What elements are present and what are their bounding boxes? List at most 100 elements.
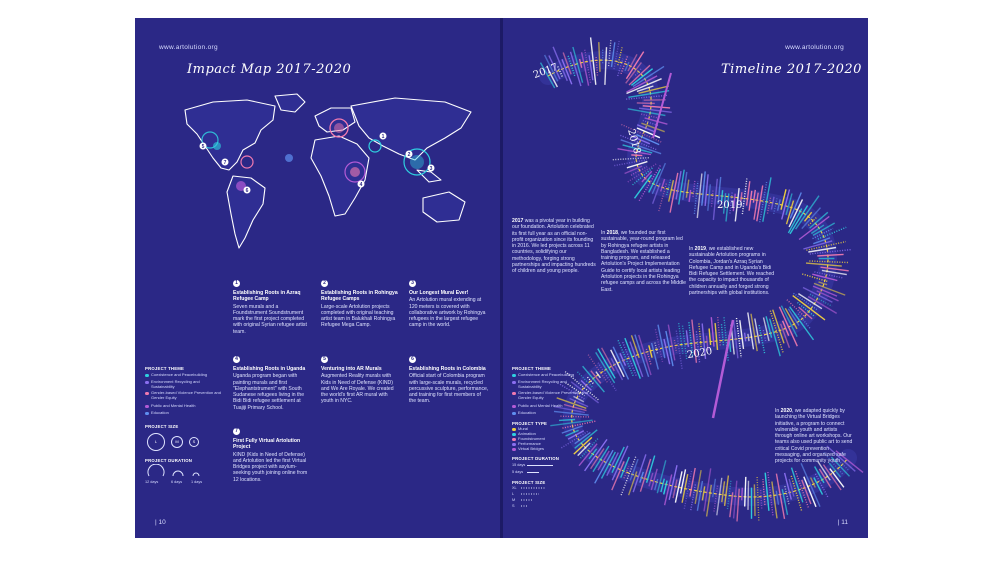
entry-title: Venturing into AR Murals: [321, 366, 382, 372]
timeline-bar: [629, 458, 639, 481]
south-america-landmass: [226, 175, 266, 249]
timeline-bar: [626, 94, 669, 100]
duration-label: 15 days: [512, 463, 526, 467]
timeline-bar: [641, 170, 653, 183]
svg-text:6: 6: [246, 188, 249, 194]
timeline-bar: [795, 195, 820, 230]
timeline-bar: [561, 425, 583, 434]
timeline-bar: [558, 418, 576, 422]
timeline-bar: [803, 476, 817, 508]
timeline-bar: [586, 376, 595, 385]
legend-theme-item: Public and Mental Health: [512, 403, 588, 409]
timeline-bar: [835, 450, 864, 473]
timeline-bar: [781, 189, 791, 220]
timeline-bar: [779, 323, 791, 349]
timeline-bar: [681, 325, 688, 361]
timeline-bar: [809, 477, 816, 488]
timeline-bar: [812, 273, 838, 282]
timeline-bar: [654, 342, 659, 354]
timeline-bar: [781, 320, 790, 336]
timeline-bar: [785, 200, 795, 225]
entry-3: 3 Our Longest Mural Ever! An Artolution …: [409, 280, 489, 329]
timeline-bar: [802, 286, 833, 303]
svg-text:5: 5: [202, 144, 205, 150]
africa-landmass: [310, 135, 370, 217]
timeline-bar: [805, 262, 842, 267]
timeline-bar: [578, 58, 583, 68]
entry-6: 6 Establishing Roots in Colombia Officia…: [409, 356, 489, 405]
timeline-bar: [740, 192, 743, 202]
project-circle: [350, 167, 360, 177]
timeline-bar: [703, 468, 712, 512]
timeline-bar: [769, 318, 781, 357]
timeline-bar: [807, 216, 818, 226]
timeline-bar: [611, 446, 625, 473]
theme-swatch: [145, 404, 149, 408]
timeline-bar: [629, 341, 644, 378]
timeline-bar: [802, 273, 829, 283]
timeline-bar: [663, 474, 673, 506]
project-circle: [213, 142, 221, 150]
timeline-bar: [574, 431, 591, 445]
timeline-bar: [595, 352, 616, 384]
entry-body: Uganda program began with painting mural…: [233, 373, 305, 411]
paragraph-2019: In 2019, we established new sustainable …: [689, 246, 775, 297]
timeline-bar: [597, 362, 617, 391]
timeline-bar: [750, 313, 758, 352]
north-america-landmass: [184, 99, 276, 171]
timeline-bar: [813, 477, 824, 495]
entry-title: Our Longest Mural Ever!: [409, 290, 469, 296]
timeline-bar: [800, 463, 821, 507]
timeline-bar: [583, 48, 592, 83]
timeline-bar: [691, 319, 698, 363]
size-large-circle: L: [147, 433, 165, 451]
legend-theme-item: Coexistence and Peacebuilding: [512, 372, 588, 378]
timeline-bar: [570, 381, 600, 404]
timeline-bar: [539, 62, 556, 89]
timeline-bar: [753, 484, 756, 517]
timeline-bar: [612, 157, 650, 161]
timeline-bar: [695, 331, 701, 364]
timeline-bar: [754, 318, 760, 344]
type-swatch: [512, 442, 516, 446]
theme-swatch: [145, 411, 149, 415]
timeline-bar: [651, 182, 661, 204]
entry-body: Large-scale Artolution projects complete…: [321, 303, 396, 329]
timeline-bar: [590, 448, 605, 470]
timeline-bar: [639, 458, 652, 492]
timeline-bar: [785, 193, 793, 215]
timeline-bar: [650, 468, 658, 491]
timeline-bar: [627, 163, 657, 183]
timeline-bar: [712, 178, 718, 220]
timeline-bar: [569, 397, 589, 408]
type-swatch: [512, 427, 516, 431]
timeline-bar: [787, 308, 800, 326]
entry-1: 1 Establishing Roots in Azraq Refugee Ca…: [233, 280, 313, 335]
entry-4: 4 Establishing Roots in Uganda Uganda pr…: [233, 356, 313, 411]
timeline-bar: [759, 181, 768, 223]
timeline-bar: [644, 117, 668, 125]
timeline-bar: [725, 193, 730, 222]
timeline-line: [547, 59, 849, 498]
timeline-bar: [668, 465, 678, 500]
timeline-bar: [611, 461, 625, 491]
theme-swatch: [145, 373, 149, 377]
timeline-bar: [582, 365, 605, 393]
entry-body: Official start of Colombia program with …: [409, 373, 489, 405]
timeline-bar: [597, 348, 616, 379]
timeline-bar: [729, 492, 734, 518]
greenland-landmass: [274, 93, 306, 113]
timeline-bar: [669, 172, 679, 213]
timeline-bar: [701, 486, 706, 501]
timeline-bar: [597, 450, 610, 471]
timeline-bar: [808, 246, 837, 253]
timeline-bar: [665, 330, 674, 367]
entry-body: Seven murals and a Foundstrument Soundst…: [233, 303, 307, 335]
timeline-bar: [595, 56, 599, 76]
duration-label: 12 days: [145, 480, 159, 484]
timeline-bar: [743, 332, 747, 342]
timeline-bar: [798, 215, 830, 241]
timeline-bar: [801, 207, 822, 230]
timeline-bar: [685, 179, 690, 198]
theme-swatch: [512, 380, 516, 384]
